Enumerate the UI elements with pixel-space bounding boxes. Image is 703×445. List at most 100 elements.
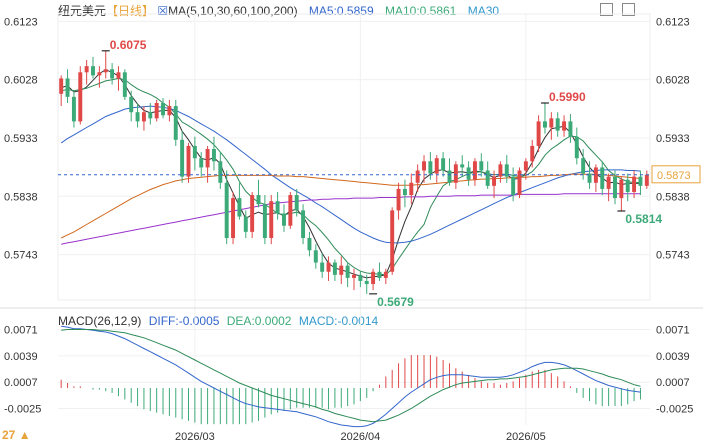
candle-body	[161, 102, 166, 116]
candle-body	[460, 164, 465, 168]
y-tick-left: 0.5933	[4, 133, 38, 145]
candle-body	[441, 158, 446, 171]
candle-body	[173, 106, 178, 140]
candle-body	[148, 112, 153, 119]
candle-body	[59, 78, 64, 94]
macd-y-tick-left: -0.0025	[4, 404, 41, 416]
candle-body	[498, 164, 503, 177]
candle-body	[472, 161, 477, 180]
candle-body	[256, 195, 261, 205]
annotation-label: 0.6075	[110, 38, 147, 52]
macd-y-tick-left: 0.0071	[4, 325, 38, 337]
candle-body	[122, 72, 127, 97]
candle-body	[269, 201, 274, 239]
brand-logo: 27 ▲	[2, 428, 31, 442]
candle-body	[485, 170, 490, 186]
candle-body	[644, 174, 649, 186]
candle-body	[593, 167, 598, 183]
candle-body	[377, 271, 382, 278]
candle-body	[555, 118, 560, 131]
macd-value-label: MACD:-0.0014	[298, 314, 379, 328]
candle-body	[224, 182, 229, 239]
current-price-tag	[651, 165, 701, 184]
candle-body	[625, 179, 630, 192]
candle-body	[492, 176, 497, 186]
candle-body	[135, 112, 140, 122]
candle-body	[243, 216, 248, 232]
candle-body	[606, 176, 611, 189]
diff-label: DIFF:-0.0005	[148, 314, 220, 328]
y-tick-left: 0.6028	[4, 75, 38, 87]
diff-line	[61, 325, 641, 428]
candle-body	[282, 213, 286, 226]
candle-body	[479, 161, 484, 171]
candle-body	[587, 173, 592, 183]
candle-body	[530, 145, 535, 162]
candle-body	[574, 136, 579, 159]
candle-body	[186, 145, 191, 177]
y-tick-left: 0.6123	[4, 16, 38, 28]
annotation-label: 0.5990	[549, 90, 586, 104]
candle-body	[307, 238, 312, 251]
candle-body	[71, 96, 76, 122]
y-tick-left: 0.5743	[4, 250, 38, 262]
candle-body	[523, 161, 528, 171]
dea-label: DEA:0.0002	[226, 314, 292, 328]
candle-body	[581, 158, 586, 174]
candle-body	[294, 195, 299, 211]
current-price-label: 0.5873	[657, 170, 691, 182]
candle-body	[453, 164, 458, 183]
candle-body	[383, 271, 388, 278]
candle-body	[428, 161, 433, 174]
candle-body	[619, 179, 624, 199]
candle-body	[218, 161, 223, 183]
annotation-label: 0.5679	[377, 295, 414, 309]
candle-body	[364, 280, 369, 285]
candle-body	[402, 188, 407, 196]
candle-body	[332, 262, 337, 275]
zoom-icon[interactable]	[600, 3, 613, 16]
x-tick-label: 2026/04	[340, 431, 380, 443]
macd-y-tick-right: 0.0071	[656, 325, 690, 337]
y-tick-left: 0.5838	[4, 191, 38, 203]
candle-body	[415, 170, 420, 183]
y-tick-right: 0.6028	[656, 75, 690, 87]
candle-body	[116, 72, 121, 79]
candle-body	[447, 170, 452, 183]
candle-body	[262, 204, 267, 239]
candle-body	[205, 149, 210, 168]
candle-body	[536, 121, 541, 146]
candle-body	[358, 274, 363, 281]
chart-type-icon[interactable]: ☒	[157, 4, 169, 18]
candle-body	[345, 265, 350, 278]
candle-body	[466, 167, 471, 180]
x-tick-label: 2026/05	[506, 431, 546, 443]
candle-body	[141, 112, 146, 122]
candle-body	[632, 176, 637, 192]
candle-body	[110, 69, 115, 79]
close-icon[interactable]	[622, 3, 635, 16]
candle-body	[339, 265, 344, 275]
candle-body	[103, 69, 108, 73]
candle-body	[549, 118, 554, 128]
candle-body	[422, 161, 426, 171]
y-tick-right: 0.5933	[656, 133, 690, 145]
candle-body	[192, 145, 197, 159]
candle-body	[320, 262, 325, 272]
dea-line	[61, 329, 641, 423]
candle-body	[65, 78, 70, 97]
candle-body	[288, 195, 293, 226]
main-plot-area	[57, 13, 651, 301]
candle-body	[154, 102, 159, 119]
candle-body	[613, 176, 617, 199]
candle-body	[211, 149, 216, 162]
y-tick-right: 0.5838	[656, 191, 690, 203]
candle-body	[313, 250, 318, 263]
candle-body	[237, 198, 242, 217]
candle-body	[199, 158, 204, 168]
candle-body	[390, 210, 395, 272]
candle-body	[84, 66, 89, 73]
y-tick-right: 0.5743	[656, 250, 690, 262]
